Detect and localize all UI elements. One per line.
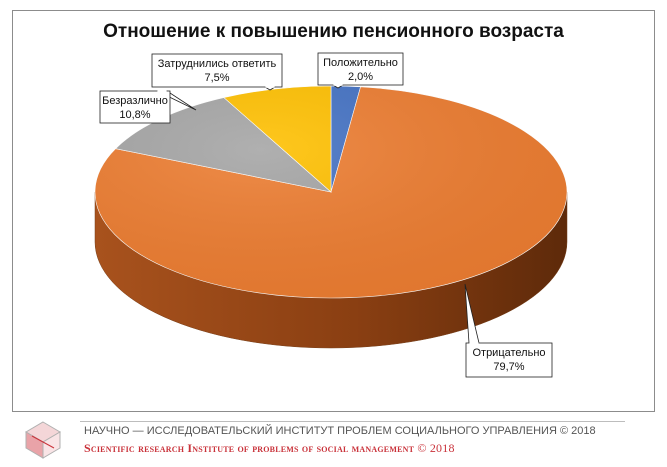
callout-box [465,342,553,378]
slice-label: Положительно [323,57,398,69]
chart-title: Отношение к повышению пенсионного возрас… [103,21,564,42]
pie-sheen [95,86,567,298]
callout-box [151,53,283,88]
slice-value-label: 7,5% [204,72,229,84]
slice-label: Безразлично [102,95,168,107]
callout-box [99,90,171,124]
callout-1: Отрицательно 79,7% [464,283,553,378]
slice-value-label: 79,7% [493,361,524,373]
callout-box [317,52,404,86]
callout-0: Положительно 2,0% [317,52,404,89]
footer-institute-en-text: Scientific research Institute of problem… [84,441,415,455]
footer-institute-en: Scientific research Institute of problem… [84,441,455,456]
slice-label: Затруднились ответить [158,58,277,70]
footer-copyright: © 2018 [417,441,455,455]
slice-value-label: 2,0% [348,71,373,83]
cube-logo-icon [25,421,61,459]
footer-divider [80,421,625,422]
footer-institute-ru: НАУЧНО — ИССЛЕДОВАТЕЛЬСКИЙ ИНСТИТУТ ПРОБ… [84,425,596,437]
callout-2: Безразлично 10,8% [99,90,197,124]
slice-value-label: 10,8% [119,109,150,121]
slice-label: Отрицательно [472,347,545,359]
callout-3: Затруднились ответить 7,5% [151,53,283,91]
